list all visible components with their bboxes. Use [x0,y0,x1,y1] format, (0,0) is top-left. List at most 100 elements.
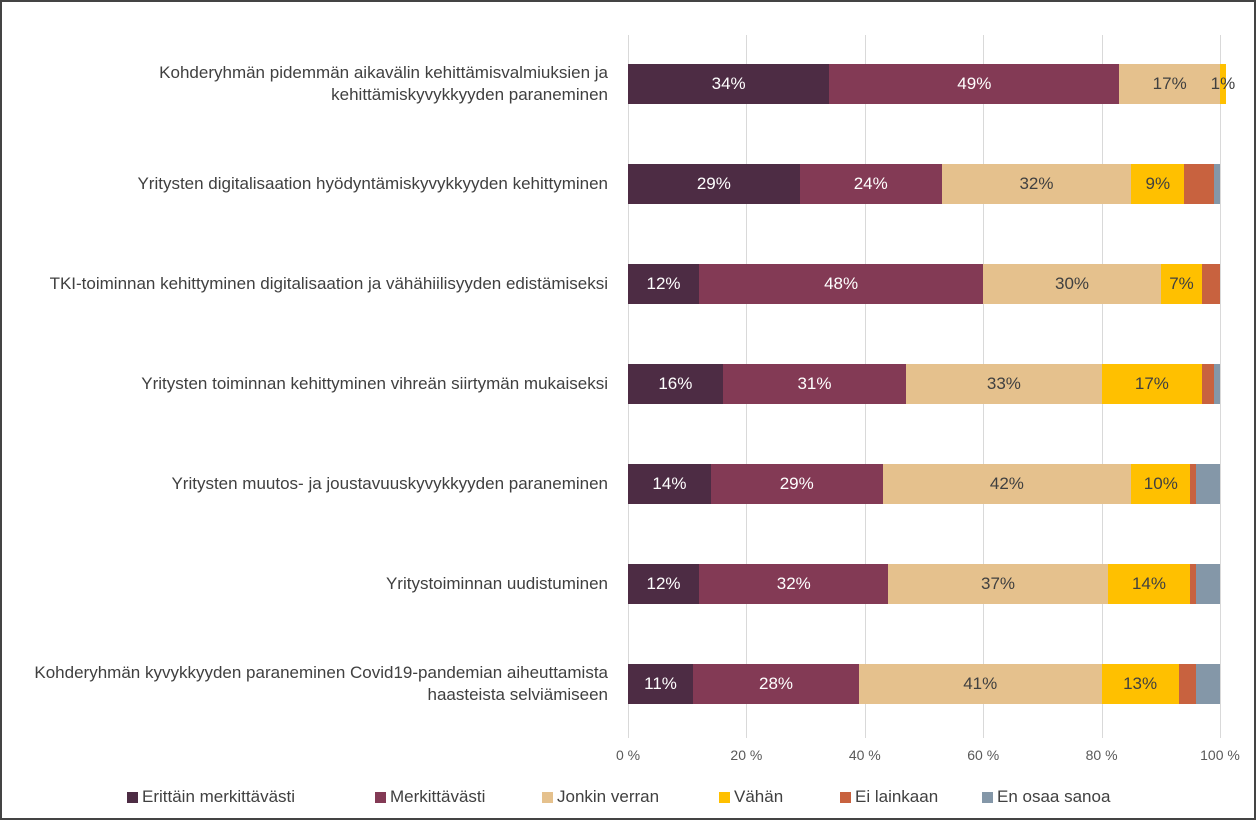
category-label: Yritysten muutos- ja joustavuuskyvykkyyd… [171,474,608,493]
bar-segment [1196,464,1220,504]
bar-segment [983,264,1161,304]
legend-item: Vähän [719,787,783,807]
bar-segment [1160,264,1203,304]
value-label: 12% [646,274,681,293]
legend-swatch [840,791,851,803]
value-label: 14% [1131,574,1166,593]
bar-segment [1202,264,1220,304]
value-label: 34% [711,74,746,93]
bar-segment [628,464,711,504]
value-label: 17% [1152,74,1187,93]
grid-line [1220,35,1221,738]
legend-swatch [127,791,138,803]
bar-segment [1214,364,1220,404]
value-label: 24% [853,174,888,193]
category-label: Kohderyhmän kyvykkyyden paraneminen Covi… [34,663,608,704]
bar-segment [628,64,830,104]
bar-segment [858,664,1102,704]
bar-segment [693,664,859,704]
legend-swatch [982,791,993,803]
bar-segment [906,364,1102,404]
bar-segment [882,464,1132,504]
x-tick-label: 100 % [1200,747,1240,763]
bar-segment [1184,164,1215,204]
bar-segment [1190,464,1197,504]
legend-label: Jonkin verran [557,787,660,806]
bar-segment [1196,664,1220,704]
category-label: TKI-toiminnan kehittyminen digitalisaati… [49,274,608,293]
category-label: Yritysten toiminnan kehittyminen vihreän… [141,374,608,393]
bar-segment [1202,364,1215,404]
legend-item: Jonkin verran [542,787,659,807]
x-tick-label: 40 % [848,747,881,763]
value-label: 10% [1143,474,1178,493]
value-label: 29% [696,174,731,193]
legend-item: Merkittävästi [375,787,485,807]
value-label: 32% [776,574,811,593]
legend-label: Vähän [734,787,784,806]
legend-swatch [375,791,386,803]
bar-segment [628,564,700,604]
value-label: 13% [1123,674,1158,693]
bar-segment [710,464,883,504]
value-label: 48% [824,274,859,293]
bar-segment [699,264,984,304]
x-tick-label: 80 % [1085,747,1118,763]
value-label: 33% [986,374,1021,393]
value-label: 12% [646,574,681,593]
value-label: 49% [957,74,992,93]
bar-segment [628,364,723,404]
value-label: 1% [1210,74,1236,93]
bar-segment [628,164,800,204]
legend-label: Erittäin merkittävästi [142,787,296,806]
bar-segment [1196,564,1220,604]
legend-label: Merkittävästi [390,787,486,806]
legend-label: Ei lainkaan [855,787,939,806]
bar-segment [888,564,1108,604]
bar-segment [1214,164,1220,204]
legend-item: En osaa sanoa [982,787,1110,807]
bar-segment [722,364,907,404]
legend-label: En osaa sanoa [997,787,1111,806]
bar-segment [628,264,700,304]
bar-segment [1131,164,1185,204]
value-label: 17% [1134,374,1169,393]
bar-segment [799,164,942,204]
bar-segment [1101,664,1179,704]
value-label: 14% [652,474,687,493]
value-label: 9% [1145,174,1171,193]
value-label: 16% [658,374,693,393]
legend-swatch [719,791,730,803]
bar-segment [1220,64,1226,104]
bar-segment [628,664,694,704]
value-label: 42% [989,474,1024,493]
bar-segment [1131,464,1191,504]
category-label: Yritystoiminnan uudistuminen [385,574,608,593]
legend-item: Erittäin merkittävästi [127,787,295,807]
category-label: Yritysten digitalisaation hyödyntämiskyv… [137,174,608,193]
value-label: 30% [1054,274,1090,293]
x-tick-label: 20 % [730,747,763,763]
value-label: 32% [1019,174,1054,193]
x-tick-label: 60 % [967,747,1000,763]
x-tick-label: 0 % [615,747,641,763]
bar-segment [1119,64,1220,104]
bar-segment [1107,564,1191,604]
value-label: 37% [980,574,1016,593]
value-label: 28% [758,674,794,693]
bar-segment [941,164,1132,204]
bar-segment [829,64,1120,104]
legend-swatch [542,791,553,803]
value-label: 11% [644,674,677,693]
value-label: 29% [779,474,814,493]
bar-segment [1101,364,1203,404]
bar-segment [1178,664,1197,704]
value-label: 41% [963,674,998,693]
bar-segment [699,564,889,604]
value-label: 7% [1169,274,1194,293]
bar-segment [1190,564,1197,604]
category-label: Kohderyhmän pidemmän aikavälin kehittämi… [159,63,608,104]
legend-item: Ei lainkaan [840,787,938,807]
value-label: 31% [797,374,832,393]
